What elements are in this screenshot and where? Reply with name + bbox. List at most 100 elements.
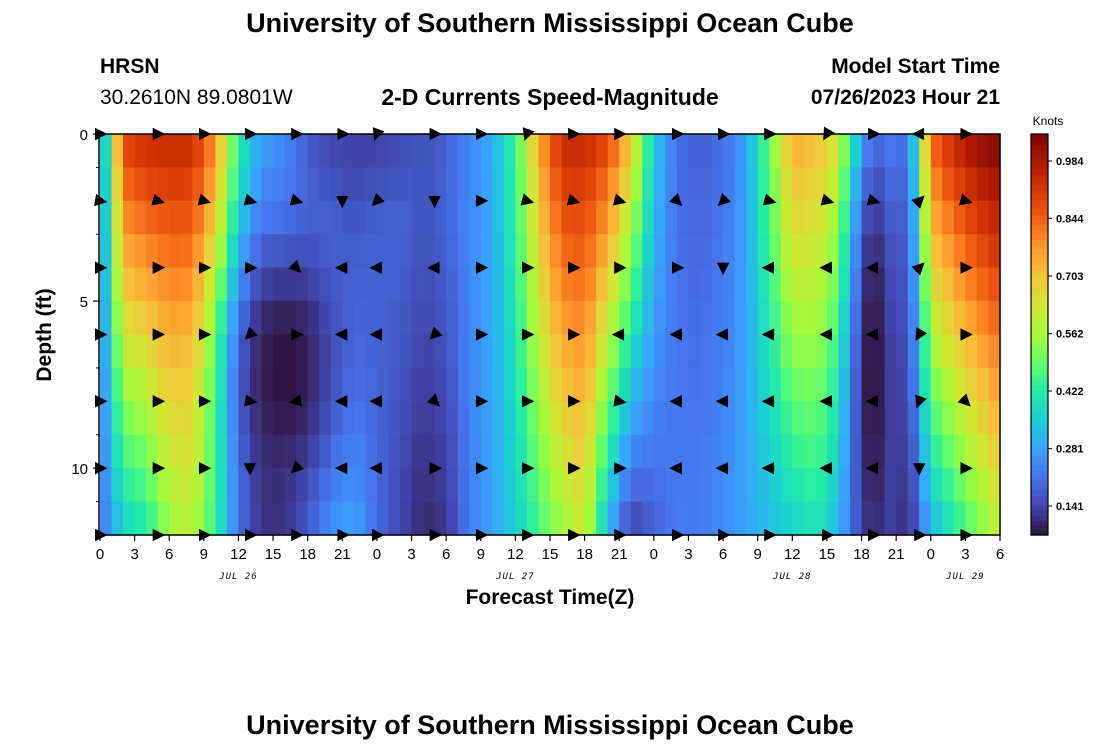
heatmap-cell [123,434,136,469]
heatmap-cell [584,501,597,536]
heatmap-cell [711,134,724,169]
current-vector-arrow [915,327,928,341]
heatmap-cell [884,401,897,436]
heatmap-cell [803,367,816,402]
heatmap-cell [884,200,897,235]
colorbar-tick-label: 0.844 [1056,213,1084,225]
heatmap-cell [400,134,413,169]
heatmap-cell [792,267,805,302]
heatmap-cell [573,501,586,536]
heatmap-cell [111,267,124,302]
heatmap-cell [746,200,759,235]
heatmap-cell [284,234,297,269]
x-tick-label: 0 [927,546,935,563]
heatmap-cell [146,401,159,436]
heatmap-cell [157,267,170,302]
heatmap-cell [792,200,805,235]
heatmap-cell [250,200,263,235]
heatmap-cell [365,267,378,302]
heatmap-cell [953,434,966,469]
heatmap-cell [526,434,540,469]
heatmap-cell [296,267,309,302]
heatmap-cell [953,134,966,169]
heatmap-cell [665,468,678,503]
heatmap-cell [515,267,528,302]
heatmap-cell [700,267,713,302]
colorbar-segment [1031,179,1048,185]
heatmap-cell [365,167,378,202]
heatmap-cell [930,468,943,503]
heatmap-cell [561,167,574,202]
heatmap-cell [596,167,609,202]
heatmap-cell [400,468,413,503]
heatmap-cell [953,301,966,336]
colorbar-segment [1031,384,1048,391]
heatmap-cell [134,367,147,402]
heatmap-cell [607,267,620,302]
heatmap-cell [146,334,159,369]
heatmap-cell [607,401,620,436]
heatmap-cell [573,234,586,269]
y-tick-label: 5 [80,294,88,311]
heatmap-cell [342,434,355,469]
heatmap-cell [769,501,782,536]
heatmap-cell [215,367,228,402]
heatmap-cell [607,367,620,402]
heatmap-cell [596,367,609,402]
heatmap-cell [930,334,943,369]
heatmap-cell [653,267,666,302]
current-vector-arrow [290,460,305,474]
heatmap-cell [873,234,886,269]
heatmap-cell [965,134,978,169]
heatmap-cell [919,301,932,336]
heatmap-cell [700,234,713,269]
heatmap-cell [746,401,759,436]
heatmap-cell [180,468,193,503]
colorbar-tick-label: 0.984 [1056,156,1084,168]
heatmap-cell [965,167,978,202]
heatmap-cell [700,334,713,369]
heatmap-cell [630,301,643,336]
heatmap-cell [134,234,147,269]
heatmap-cell [826,334,840,369]
heatmap-cell [388,468,401,503]
heatmap-cell [261,367,274,402]
heatmap-cell [907,301,920,336]
heatmap-cell [653,401,666,436]
heatmap-cell [803,167,816,202]
heatmap-cell [238,501,251,536]
heatmap-cell [550,434,563,469]
heatmap-cell [169,200,182,235]
heatmap-cell [976,267,990,302]
x-tick-label: 6 [996,546,1004,563]
heatmap-cell [180,301,193,336]
colorbar-segment [1031,304,1048,311]
heatmap-cell [757,134,770,169]
heatmap-cell [757,301,770,336]
heatmap-cell [826,167,840,202]
heatmap-cell [861,401,874,436]
heatmap-cell [411,334,424,369]
heatmap-cell [388,401,401,436]
heatmap-cell [861,334,874,369]
heatmap-cell [434,267,447,302]
y-tick-label: 0 [80,127,88,144]
heatmap-cell [319,234,332,269]
heatmap-cell [907,200,920,235]
heatmap-cell [250,234,263,269]
heatmap-cell [665,301,678,336]
current-vector-arrow [197,193,212,206]
heatmap-cell [596,501,609,536]
heatmap-cell [457,301,470,336]
heatmap-cell [146,434,159,469]
heatmap-cell [734,267,747,302]
x-tick-label: 9 [200,546,208,563]
heatmap-cell [353,200,366,235]
heatmap-cell [988,234,1001,269]
heatmap-cell [123,468,136,503]
heatmap-cell [492,267,505,302]
heatmap-cell [642,468,655,503]
heatmap-cell [169,367,182,402]
heatmap-cell [388,234,401,269]
colorbar-segment [1031,514,1048,521]
